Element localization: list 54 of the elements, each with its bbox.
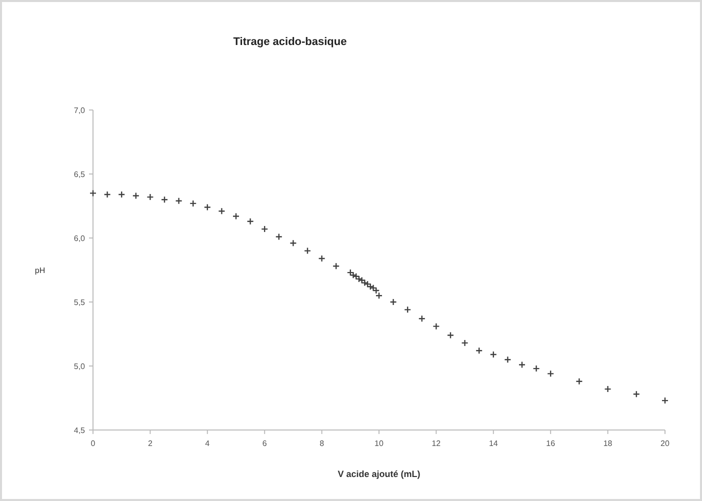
point [332,262,340,270]
point [246,218,254,225]
x-tick-label: 8 [320,439,325,448]
point [461,339,468,347]
point [290,240,297,247]
point [304,247,312,254]
point [218,208,226,215]
y-tick-label: 5,5 [74,298,86,307]
point [118,190,126,198]
point [532,364,540,372]
point [132,192,140,200]
x-tick-label: 12 [432,439,442,448]
point [160,196,168,204]
point [446,332,454,339]
point [390,298,397,306]
y-axis-title: pH [34,266,46,275]
point [204,204,211,211]
point [175,197,182,204]
x-tick-label: 18 [603,439,613,448]
point [275,233,282,240]
point [418,315,426,322]
point [190,200,197,208]
point [318,254,326,262]
point [576,378,583,385]
y-tick-label: 5,0 [74,362,86,371]
x-tick-label: 20 [660,439,670,448]
point [404,306,412,314]
point [476,347,483,354]
point [232,212,240,220]
y-tick-label: 6,0 [74,234,86,243]
x-axis-title: V acide ajouté (mL) [338,469,420,479]
y-tick-label: 6,5 [74,170,86,179]
point [661,396,669,404]
y-tick-label: 7,0 [74,106,86,115]
point [261,225,268,233]
point [504,356,512,364]
y-tick-label: 4,5 [74,426,86,435]
x-tick-label: 14 [488,439,498,448]
point [604,385,612,393]
x-tick-label: 6 [262,439,268,448]
point [632,390,640,398]
point [518,361,526,368]
point [490,350,497,358]
x-tick-label: 2 [148,439,153,448]
x-tick-label: 0 [90,439,96,448]
point [432,322,440,330]
point [146,193,154,201]
x-tick-label: 16 [546,439,556,448]
point [104,190,111,198]
x-tick-label: 10 [374,439,384,448]
point [547,370,554,378]
chart-title: Titrage acido-basique [233,36,347,48]
x-tick-label: 4 [205,439,210,448]
point [89,190,97,197]
